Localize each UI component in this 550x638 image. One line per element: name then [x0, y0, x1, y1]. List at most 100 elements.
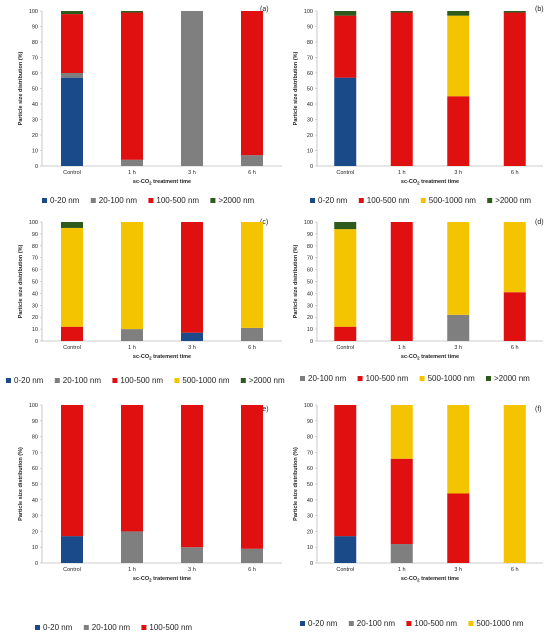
x-axis-label: sc-CO2 tratement time [401, 576, 459, 583]
bar-segment-20-100-nm [181, 11, 203, 166]
panel-label: (f) [535, 406, 542, 413]
y-tick-label: 20 [32, 133, 38, 139]
y-tick-label: 50 [307, 482, 313, 488]
legend-label: 20-100 nm [92, 623, 131, 632]
y-tick-label: 30 [307, 514, 313, 520]
bar-segment-20-100-nm [121, 159, 143, 166]
y-tick-label: 50 [307, 87, 313, 93]
y-tick-label: 70 [307, 256, 313, 262]
y-tick-label: 0 [310, 339, 313, 345]
y-tick-label: 80 [307, 435, 313, 441]
legend-label: 20-100 nm [357, 619, 396, 628]
y-tick-label: 20 [32, 315, 38, 321]
chart-panel-e: (e) 0 10 20 30 40 50 60 70 80 90 100 Particle size d… [18, 403, 282, 632]
bar-segment-500-1000-nm [447, 15, 470, 97]
y-tick-label: 90 [32, 25, 38, 31]
y-tick-label: 30 [32, 118, 38, 124]
legend-label: 0-20 nm [308, 619, 338, 628]
bar-segment-500-1000-nm [61, 227, 83, 327]
y-tick-label: 10 [307, 327, 313, 333]
bar-segment-100-500-nm [447, 96, 470, 166]
legend-label: 0-20 nm [50, 196, 80, 205]
chart-panel-c: (c) 0 10 20 30 40 50 60 70 80 90 100 Particle size d… [6, 219, 285, 385]
chart-panel-f: (f) 0 10 20 30 40 50 60 70 80 90 100 Particle size d… [293, 403, 543, 628]
legend-swatch [487, 198, 493, 203]
bar-segment-0-20-nm [334, 536, 357, 563]
x-tick-label: 6 h [511, 345, 519, 351]
chart-panel-b: (b) 0 10 20 30 40 50 60 70 80 90 100 Particle size d… [293, 6, 544, 205]
legend-swatch [35, 625, 40, 630]
y-tick-label: 40 [32, 102, 38, 108]
x-tick-label: 1 h [398, 170, 406, 176]
legend-swatch [310, 198, 315, 203]
chart-panel-d: (d) 0 10 20 30 40 50 60 70 80 90 100 Particle size d… [293, 219, 544, 383]
y-tick-label: 90 [32, 232, 38, 238]
y-tick-label: 0 [310, 561, 313, 567]
bar-segment-2000-nm [390, 11, 413, 13]
y-tick-label: 20 [307, 315, 313, 321]
panel-label: (b) [535, 6, 544, 13]
panel-label: (a) [260, 6, 269, 13]
bar-segment-20-100-nm [241, 548, 263, 563]
legend-label: 100-500 nm [149, 623, 192, 632]
legend-label: 100-500 nm [367, 196, 410, 205]
x-axis-label: sc-CO2 tratement time [133, 354, 191, 361]
x-tick-label: Control [336, 567, 354, 573]
bar-segment-0-20-nm [181, 332, 203, 341]
y-tick-label: 10 [32, 545, 38, 551]
y-tick-label: 30 [32, 514, 38, 520]
legend-label: 500-1000 nm [476, 619, 523, 628]
x-axis-label: sc-CO2 tratement time [401, 354, 459, 361]
y-tick-label: 90 [307, 419, 313, 425]
y-axis-label: Particle size distribution (%) [18, 52, 24, 126]
bar-segment-500-1000-nm [503, 405, 526, 563]
x-tick-label: 3 h [188, 345, 196, 351]
bar-segment-100-500-nm [181, 222, 203, 333]
panel-label: (c) [260, 219, 268, 226]
panel-label: (e) [260, 406, 269, 413]
legend-swatch [240, 378, 246, 383]
y-tick-label: 40 [307, 291, 313, 297]
bar-segment-0-20-nm [61, 536, 83, 563]
y-tick-label: 60 [307, 466, 313, 472]
bar-segment-2000-nm [503, 11, 526, 13]
y-tick-label: 100 [304, 9, 313, 15]
x-tick-label: 6 h [248, 345, 256, 351]
bar-segment-2000-nm [61, 222, 83, 228]
bar-segment-100-500-nm [447, 493, 470, 563]
bar-segment-2000-nm [334, 11, 357, 16]
y-tick-label: 40 [307, 102, 313, 108]
y-tick-label: 20 [32, 529, 38, 535]
y-tick-label: 10 [307, 545, 313, 551]
y-tick-label: 70 [307, 450, 313, 456]
legend-swatch [6, 378, 11, 383]
y-tick-label: 20 [307, 529, 313, 535]
y-axis-label: Particle size distribution (%) [293, 447, 299, 521]
panel-label: (d) [535, 219, 544, 226]
y-tick-label: 80 [307, 40, 313, 46]
legend-swatch [486, 376, 491, 381]
bar-segment-100-500-nm [334, 405, 357, 537]
y-tick-label: 100 [29, 9, 38, 15]
bar-segment-100-500-nm [61, 326, 83, 341]
legend-label: 0-20 nm [14, 376, 44, 385]
legend-swatch [42, 198, 47, 203]
x-tick-label: 1 h [128, 567, 136, 573]
bar-segment-100-500-nm [390, 12, 413, 166]
y-tick-label: 50 [307, 280, 313, 286]
bar-segment-500-1000-nm [447, 405, 470, 494]
y-tick-label: 100 [304, 403, 313, 409]
legend-swatch [348, 621, 354, 626]
x-tick-label: 1 h [128, 170, 136, 176]
legend-label: >2000 nm [495, 196, 531, 205]
bar-segment-500-1000-nm [121, 222, 143, 330]
legend-label: 500-1000 nm [429, 196, 476, 205]
legend-label: 500-1000 nm [428, 374, 475, 383]
bar-segment-100-500-nm [61, 405, 83, 537]
legend-label: 500-1000 nm [182, 376, 229, 385]
bar-segment-100-500-nm [61, 14, 83, 74]
x-tick-label: 3 h [454, 345, 462, 351]
bar-segment-20-100-nm [61, 73, 83, 78]
y-tick-label: 100 [29, 220, 38, 226]
bar-segment-2000-nm [121, 11, 143, 13]
